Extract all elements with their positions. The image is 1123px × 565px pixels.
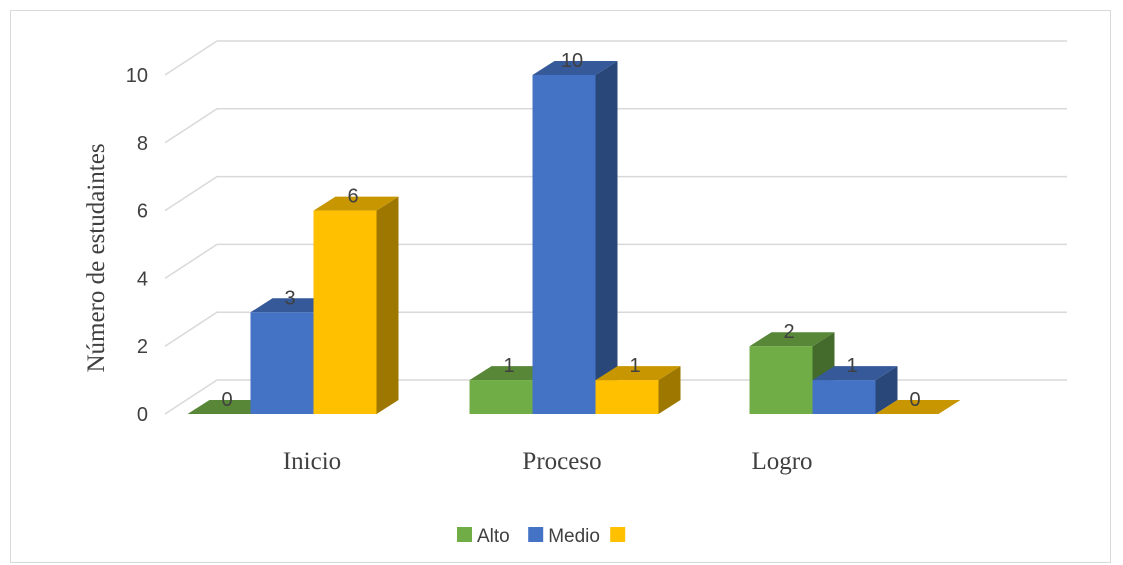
bar-proceso-1 (532, 61, 618, 414)
gridline (164, 175, 1067, 212)
y-tick-label: 4 (137, 268, 148, 290)
y-tick-label: 10 (126, 65, 148, 87)
bar-inicio-2 (313, 196, 399, 414)
data-label: 1 (846, 355, 857, 377)
legend-item: Medio (528, 526, 600, 547)
x-axis-categories: Inicio Proceso Logro (283, 448, 813, 475)
data-label: 0 (909, 389, 920, 411)
legend-swatch (457, 527, 472, 542)
legend-label: Medio (548, 526, 600, 547)
gridline (164, 40, 1067, 76)
data-label: 3 (284, 287, 295, 309)
data-label: 2 (783, 321, 794, 343)
data-label: 0 (221, 389, 232, 411)
data-label: 10 (561, 50, 583, 72)
y-tick-label: 6 (137, 201, 148, 223)
y-tick-label: 8 (137, 133, 148, 155)
legend-item: Alto (457, 526, 510, 547)
bar-proceso-2 (595, 366, 681, 414)
legend-label: Alto (477, 526, 510, 547)
data-label: 1 (503, 355, 514, 377)
data-label: 6 (347, 186, 358, 208)
bar-logro-1 (812, 366, 898, 414)
legend-swatch (610, 527, 626, 542)
y-tick-label: 0 (137, 404, 148, 426)
category-label: Logro (751, 448, 812, 475)
gridline (164, 243, 1067, 280)
legend: Alto Medio (457, 526, 626, 547)
bar-logro-0 (749, 332, 835, 414)
gridline (164, 311, 1067, 347)
gridline (164, 108, 1067, 144)
data-label: 1 (629, 355, 640, 377)
y-axis-label: Número de estudaintes (83, 143, 110, 372)
bars (187, 61, 961, 414)
category-label: Inicio (283, 448, 341, 475)
legend-swatch (528, 527, 544, 542)
y-tick-label: 2 (137, 336, 148, 358)
bar-logro-2 (875, 400, 961, 414)
category-label: Proceso (522, 448, 601, 475)
legend-item (610, 527, 626, 542)
y-axis-ticks: 0 2 4 6 8 10 (126, 65, 148, 426)
